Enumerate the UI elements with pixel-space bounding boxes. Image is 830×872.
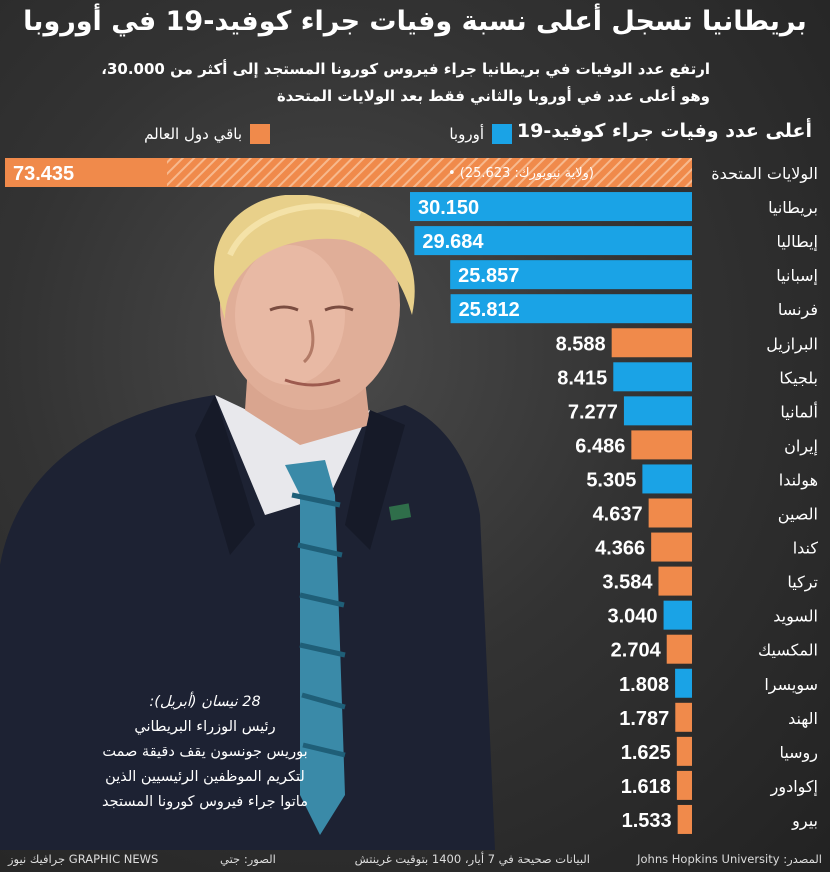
value-label-17: 1.625 [621, 742, 671, 764]
boris-johnson-photo [0, 195, 495, 850]
bar-16 [675, 702, 692, 732]
value-label-14: 2.704 [611, 640, 662, 662]
category-label-18: إكوادور [770, 777, 818, 797]
subtitle-line-2: وهو أعلى عدد في أوروبا والثاني فقط بعد ا… [276, 87, 710, 105]
value-label-16: 1.787 [619, 708, 669, 730]
value-label-9: 5.305 [586, 469, 636, 491]
category-label-6: بلجيكا [779, 368, 818, 387]
subtitle-line-1: ارتفع عدد الوفيات في بريطانيا جراء فيروس… [101, 60, 710, 78]
value-label-19: 1.533 [622, 810, 672, 832]
bar-8 [631, 430, 692, 460]
footer-photo-credit: الصور: جتي [220, 852, 276, 866]
value-label-10: 4.637 [593, 504, 643, 526]
bar-9 [642, 464, 692, 494]
category-label-13: السويد [773, 607, 818, 627]
value-label-0: 73.435 [13, 163, 74, 185]
bar-12 [658, 566, 692, 596]
bar-0-solid [5, 158, 167, 187]
footer-source: المصدر: Johns Hopkins University [637, 852, 822, 866]
value-label-7: 7.277 [568, 401, 618, 423]
chart-title: بريطانيا تسجل أعلى نسبة وفيات جراء كوفيد… [23, 6, 807, 37]
value-label-8: 6.486 [575, 435, 625, 457]
bar-6 [613, 362, 692, 392]
bar-17 [676, 736, 692, 766]
value-label-3: 25.857 [458, 265, 519, 287]
category-label-2: إيطاليا [777, 232, 818, 251]
value-label-5: 8.588 [556, 333, 606, 355]
category-label-3: إسبانيا [776, 266, 818, 285]
value-label-12: 3.584 [602, 572, 653, 594]
category-label-4: فرنسا [778, 300, 818, 320]
bar-15 [675, 668, 692, 698]
legend-world: باقي دول العالم [144, 124, 270, 144]
value-label-6: 8.415 [557, 367, 607, 389]
chart-heading: أعلى عدد وفيات جراء كوفيد-19 [516, 120, 812, 142]
annotation-new-york: (ولاية نيويورك: 25.623) • [448, 166, 594, 181]
category-label-17: روسيا [779, 743, 818, 763]
value-label-4: 25.812 [459, 299, 520, 321]
category-label-10: الصين [778, 505, 818, 525]
category-label-11: كندا [793, 539, 819, 558]
bar-5 [611, 328, 692, 358]
bar-1 [410, 192, 692, 222]
bar-14 [666, 634, 692, 664]
category-label-5: البرازيل [766, 334, 818, 354]
bar-18 [676, 770, 692, 800]
category-label-12: تركيا [787, 573, 818, 593]
category-label-9: هولندا [779, 470, 818, 490]
legend-world-swatch [250, 124, 270, 144]
caption-line-4: ماتوا جراء فيروس كورونا المستجد [102, 794, 308, 810]
category-label-15: سويسرا [764, 675, 818, 695]
caption-line-1: رئيس الوزراء البريطاني [134, 719, 276, 735]
bar-2 [414, 226, 692, 256]
legend-europe: أوروبا [449, 124, 512, 144]
bar-13 [663, 600, 692, 630]
bar-4 [450, 294, 692, 324]
caption-line-3: لتكريم الموظفين الرئيسيين الذين [105, 769, 305, 785]
caption-date: 28 نيسان (أبريل): [149, 694, 261, 710]
bar-19 [677, 804, 692, 834]
bar-11 [651, 532, 692, 562]
footer-note: البيانات صحيحة في 7 أيار، 1400 بتوقيت غر… [354, 852, 590, 866]
value-label-18: 1.618 [621, 776, 671, 798]
category-label-14: المكسيك [758, 641, 818, 660]
bar-7 [623, 396, 692, 426]
legend-europe-swatch [492, 124, 512, 144]
value-label-13: 3.040 [608, 606, 658, 628]
category-label-16: الهند [788, 709, 818, 729]
value-label-15: 1.808 [619, 674, 669, 696]
bar-10 [648, 498, 692, 528]
category-label-0: الولايات المتحدة [711, 164, 818, 184]
category-label-8: إيران [784, 436, 818, 456]
legend-europe-label: أوروبا [449, 125, 484, 143]
value-label-2: 29.684 [422, 231, 484, 253]
value-label-11: 4.366 [595, 538, 645, 560]
value-label-1: 30.150 [418, 197, 479, 219]
caption-line-2: بوريس جونسون يقف دقيقة صمت [102, 744, 308, 760]
footer-brand: GRAPHIC NEWS جرافيك نيوز [8, 852, 159, 866]
category-label-19: بيرو [791, 811, 818, 831]
footer: المصدر: Johns Hopkins University البيانا… [0, 848, 830, 872]
category-label-7: ألمانيا [780, 401, 818, 421]
photo-caption: 28 نيسان (أبريل): رئيس الوزراء البريطاني… [40, 690, 370, 815]
bar-3 [450, 260, 692, 290]
category-label-1: بريطانيا [768, 198, 818, 218]
legend-world-label: باقي دول العالم [144, 125, 242, 143]
